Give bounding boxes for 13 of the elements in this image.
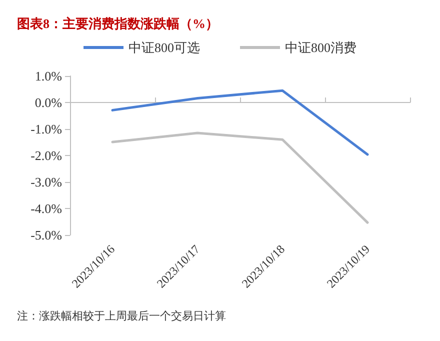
legend-label: 中证800可选 bbox=[128, 40, 200, 55]
y-tick-label: -3.0% bbox=[30, 174, 62, 190]
y-tick-label: 0.0% bbox=[34, 95, 62, 110]
chart-title: 图表8：主要消费指数涨跌幅（%） bbox=[17, 16, 218, 31]
y-tick-label: -1.0% bbox=[30, 122, 62, 136]
y-tick-label: -2.0% bbox=[30, 148, 62, 163]
y-tick-label: -5.0% bbox=[30, 228, 62, 242]
y-tick-label: -4.0% bbox=[30, 201, 62, 216]
line-series bbox=[111, 89, 369, 156]
y-tick-label: 1.0% bbox=[34, 68, 62, 84]
legend-label: 中证800消费 bbox=[285, 40, 356, 55]
line-series bbox=[111, 132, 369, 224]
text: 注：涨跌幅相较于上周最后一个交易日计算 bbox=[17, 310, 226, 322]
